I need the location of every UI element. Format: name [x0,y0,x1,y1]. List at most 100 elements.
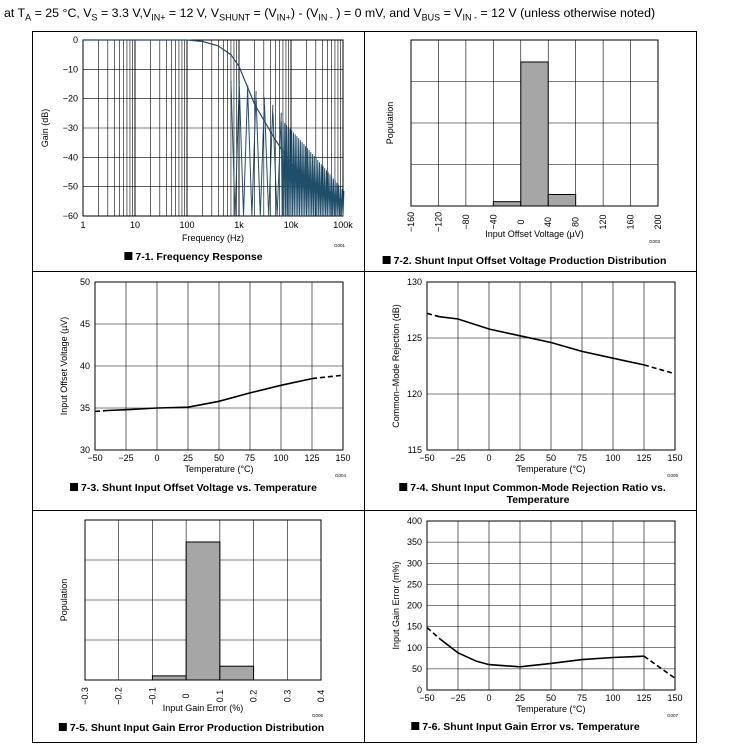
fig2-xtick: 40 [543,217,553,227]
fig3-xtick: 150 [335,453,350,463]
fig6-xtick: −25 [450,693,465,703]
panel-frame-right [696,31,697,743]
fig4-xtick: 25 [515,453,525,463]
fig2-xtick: −40 [488,214,498,229]
fig5-xtick: −0.3 [80,687,90,705]
fig6-series-measured [438,637,645,668]
fig4-code: G005 [667,473,679,478]
fig5-xtick: 0.3 [282,690,292,703]
fig2-ylabel: Population [385,102,395,145]
fig4-ytick: 125 [407,333,422,343]
fig2-xtick: 0 [516,219,526,224]
fig2-xtick: −120 [433,212,443,232]
fig4-ytick: 115 [408,445,422,455]
fig3-xtick: 100 [273,453,288,463]
fig6-series-extrapolated [426,626,440,640]
fig1-xtick: 100k [333,220,353,230]
fig4-caption: 7-4. Shunt Input Common-Mode Rejection R… [410,482,666,494]
fig4-ytick: 130 [407,277,422,287]
fig6-xtick: 25 [515,693,525,703]
fig6-xlabel: Temperature (°C) [516,704,585,714]
fig4-xlabel: Temperature (°C) [516,464,585,474]
fig2-caption-marker [382,256,391,264]
fig1-xtick: 100 [179,220,194,230]
fig3-xtick: 125 [304,453,319,463]
fig2-caption: 7-2. Shunt Input Offset Voltage Producti… [394,255,667,267]
fig6-ytick: 200 [407,601,422,611]
fig4-xtick: 0 [486,453,491,463]
fig2-bar [492,201,522,207]
fig3-caption: 7-3. Shunt Input Offset Voltage vs. Temp… [81,482,317,494]
fig1-xlabel: Frequency (Hz) [182,233,244,243]
fig3-xlabel: Temperature (°C) [184,464,253,474]
fig1-ytick: −60 [63,211,78,221]
fig1-ytick: −30 [63,123,78,133]
fig5-xlabel: Input Gain Error (%) [163,703,244,713]
fig6-xtick: 100 [605,693,620,703]
fig4-xtick: 75 [577,453,587,463]
fig6-ylabel: Input Gain Error (m%) [391,561,401,649]
fig2-xtick: 160 [626,214,636,229]
fig3-ylabel: Input Offset Voltage (µV) [59,317,69,416]
fig1-xtick: 10k [284,220,299,230]
fig1-code: G001 [334,243,346,248]
fig4-caption-marker [399,483,408,491]
fig4-xtick: 100 [605,453,620,463]
fig6-ytick: 50 [412,664,422,674]
fig5-xtick: −0.2 [114,687,124,705]
fig6-caption-marker [411,722,420,730]
fig1-ytick: 0 [73,35,78,45]
fig3-xtick: 0 [154,453,159,463]
fig1-ytick: −40 [63,152,78,162]
fig5-xtick: 0.4 [316,690,326,703]
fig6-xtick: 0 [486,693,491,703]
fig4-xtick: 50 [546,453,556,463]
fig2-xtick: 120 [598,214,608,229]
panel-frame-left [32,31,33,743]
fig1-ytick: −50 [63,182,78,192]
panel-frame-middle [364,31,365,743]
fig3-series-measured [107,377,313,412]
conditions-header: at TA = 25 °C, VS = 3.3 V,VIN+ = 12 V, V… [4,6,656,23]
fig6-ytick: 150 [407,622,422,632]
fig5-xtick: −0.1 [147,687,157,705]
fig5-caption: 7-5. Shunt Input Gain Error Production D… [70,722,324,734]
fig2-xtick: 80 [571,217,581,227]
fig5-xtick: 0.1 [215,690,225,703]
fig3-series-extrapolated [311,374,344,380]
fig2-xlabel: Input Offset Voltage (µV) [485,229,584,239]
fig3-caption-marker [70,483,79,491]
fig4-plot-frame [426,281,676,451]
fig3-ytick: 50 [80,277,90,287]
fig5-xtick: 0 [181,693,191,698]
fig5-bar [151,675,187,681]
fig6-series-extrapolated [643,655,676,679]
fig6-ytick: 100 [407,643,422,653]
fig5-xtick: 0.2 [249,690,259,703]
fig4-xtick: 150 [667,453,682,463]
fig6-ytick: 350 [407,537,422,547]
fig5-bar [219,665,255,681]
fig5-ylabel: Population [59,579,69,622]
fig3-xtick: −25 [118,453,133,463]
fig6-xtick: 125 [636,693,651,703]
fig1-xtick: 1k [234,220,244,230]
fig2-bar [520,61,549,207]
fig4-xtick: −25 [450,453,465,463]
fig6-ytick: 300 [407,558,422,568]
fig1-xtick: 1 [80,220,85,230]
fig3-ytick: 40 [80,361,90,371]
fig6-plot-frame [426,520,676,691]
fig2-xtick: −160 [406,212,416,232]
fig5-bar [185,541,221,681]
fig3-plot-frame [94,281,344,451]
fig5-caption-marker [58,723,67,731]
fig1-ytick: −10 [63,64,78,74]
fig4-ytick: 120 [407,389,422,399]
fig3-xtick: −50 [87,453,102,463]
fig3-xtick: 50 [214,453,224,463]
fig1-xtick: 10 [130,220,140,230]
fig2-plot-frame [410,39,659,207]
fig4-series-extrapolated [426,312,440,318]
